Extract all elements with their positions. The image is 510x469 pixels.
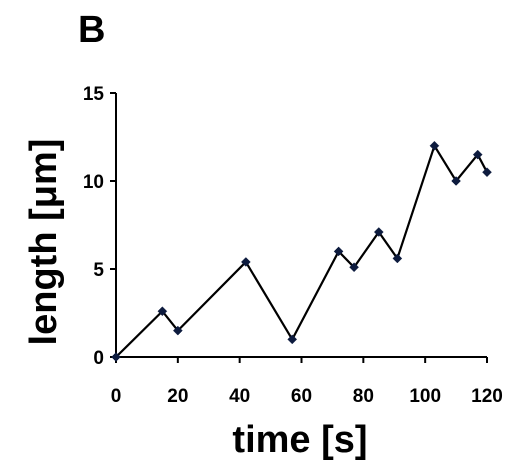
x-tick-label: 20 (167, 386, 188, 407)
x-tick-label: 80 (353, 386, 374, 407)
y-tick-label: 0 (93, 348, 104, 369)
x-tick-label: 100 (409, 386, 441, 407)
data-point (172, 325, 183, 336)
x-tick-label: 40 (229, 386, 250, 407)
data-point (472, 149, 483, 160)
data-markers (111, 140, 492, 362)
y-tick-label: 15 (83, 84, 105, 105)
x-axis-ticks: 0 20 40 60 80 100 120 (111, 357, 503, 407)
data-point (482, 167, 492, 178)
y-tick-label: 10 (83, 172, 104, 193)
data-point (392, 253, 403, 264)
axes (115, 93, 487, 358)
x-tick-label: 120 (471, 386, 503, 407)
y-axis-ticks: 0 5 10 15 (83, 84, 116, 369)
data-point (111, 352, 121, 362)
data-point (429, 140, 440, 151)
x-axis-title: time [s] (232, 419, 367, 461)
series-line (115, 143, 488, 358)
data-point (349, 262, 359, 273)
data-point (373, 227, 384, 237)
x-tick-label: 60 (291, 386, 312, 407)
data-series (115, 143, 488, 358)
panel-label: B (78, 9, 105, 51)
data-point (157, 306, 168, 317)
y-axis-title: length [μm] (23, 139, 65, 346)
data-point (240, 257, 251, 267)
data-point (333, 246, 344, 257)
data-point (451, 176, 461, 186)
x-tick-label: 0 (111, 386, 122, 407)
y-tick-label: 5 (93, 260, 104, 281)
data-point (287, 334, 298, 345)
